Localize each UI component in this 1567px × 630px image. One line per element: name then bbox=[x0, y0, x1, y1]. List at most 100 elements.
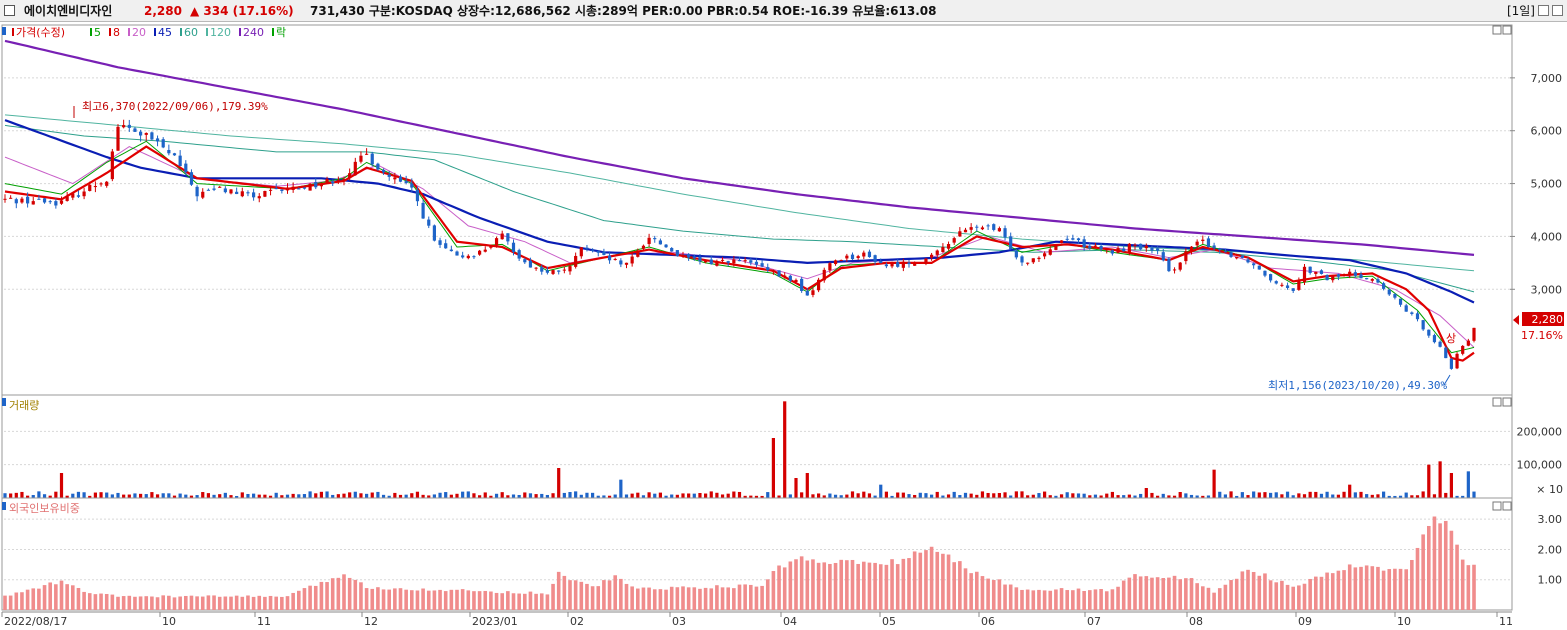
candle-body bbox=[93, 186, 97, 188]
candle-body bbox=[1348, 271, 1352, 276]
volume-bar bbox=[500, 492, 504, 498]
volume-bar bbox=[805, 473, 809, 498]
legend-label: 5 bbox=[94, 26, 101, 39]
title-bar: 에이치엔비디자인 2,280 ▲ 334 (17.16%) 731,430 구분… bbox=[0, 0, 1567, 22]
foreign-bar bbox=[1472, 564, 1476, 610]
foreign-bar bbox=[1427, 525, 1431, 610]
candle-body bbox=[896, 262, 900, 267]
candle-body bbox=[246, 192, 250, 194]
foreign-bar bbox=[946, 554, 951, 610]
foreign-bar bbox=[25, 589, 30, 610]
volume-bar bbox=[246, 493, 250, 498]
foreign-bar bbox=[443, 591, 448, 610]
volume-bar bbox=[1398, 495, 1403, 498]
candle-body bbox=[579, 247, 583, 257]
volume-bar bbox=[867, 493, 872, 498]
volume-bar bbox=[1003, 492, 1007, 498]
candle-body bbox=[1444, 347, 1448, 359]
volume-bar bbox=[788, 494, 792, 498]
price-tick-label: 6,000 bbox=[1531, 125, 1563, 138]
foreign-bar bbox=[1178, 579, 1182, 610]
foreign-bar bbox=[822, 562, 827, 610]
date-tick-label: 10 bbox=[162, 615, 176, 628]
candle-body bbox=[376, 163, 380, 170]
legend-swatch bbox=[272, 28, 274, 36]
volume-bar bbox=[658, 492, 662, 498]
candle-body bbox=[449, 249, 453, 252]
candle-body bbox=[602, 251, 606, 255]
volume-bar bbox=[811, 494, 815, 498]
foreign-handle-icon[interactable] bbox=[2, 502, 6, 510]
candle-body bbox=[274, 188, 278, 190]
volume-bar bbox=[506, 495, 510, 498]
foreign-bar bbox=[234, 595, 239, 610]
period-selector[interactable]: [1일] bbox=[1506, 4, 1535, 18]
foreign-bar bbox=[1449, 530, 1454, 610]
volume-close-icon[interactable] bbox=[1502, 397, 1512, 407]
price-grid bbox=[4, 77, 1510, 290]
candle-body bbox=[867, 251, 872, 258]
volume-bar bbox=[596, 495, 600, 498]
volume-bar bbox=[1291, 495, 1295, 498]
foreign-minimize-icon[interactable] bbox=[1492, 501, 1502, 511]
candle-body bbox=[99, 183, 103, 185]
volume-bar bbox=[404, 494, 408, 498]
candle-body bbox=[709, 259, 713, 265]
volume-bar bbox=[664, 495, 668, 498]
foreign-bar bbox=[297, 590, 301, 610]
candle-body bbox=[500, 233, 504, 240]
foreign-bar bbox=[342, 574, 346, 610]
volume-bar bbox=[393, 492, 397, 498]
candle-body bbox=[613, 258, 617, 260]
select-checkbox[interactable] bbox=[4, 5, 15, 16]
panel-minimize-icon[interactable] bbox=[1492, 25, 1502, 35]
close-icon[interactable] bbox=[1552, 5, 1563, 16]
legend-swatch bbox=[206, 28, 208, 36]
volume-bar bbox=[365, 493, 369, 498]
volume-bar bbox=[325, 491, 329, 498]
foreign-bar bbox=[1438, 523, 1442, 610]
foreign-bar bbox=[1099, 589, 1103, 610]
maximize-icon[interactable] bbox=[1538, 5, 1549, 16]
volume-title: 거래량 bbox=[9, 399, 39, 412]
foreign-bar bbox=[121, 596, 126, 610]
foreign-close-icon[interactable] bbox=[1502, 501, 1512, 511]
volume-bar bbox=[1065, 492, 1069, 498]
foreign-bar bbox=[381, 589, 386, 610]
date-tick-label: 10 bbox=[1397, 615, 1411, 628]
volume-bar bbox=[1404, 492, 1408, 498]
volume-bar bbox=[1009, 495, 1013, 498]
foreign-bar bbox=[161, 595, 165, 610]
foreign-tick-label: 1.00 bbox=[1538, 574, 1563, 587]
foreign-bar bbox=[1347, 564, 1352, 610]
volume-bar bbox=[65, 495, 69, 498]
volume-handle-icon[interactable] bbox=[2, 398, 6, 406]
foreign-bar bbox=[291, 592, 295, 610]
volume-bar bbox=[461, 491, 465, 498]
panel-close-icon[interactable] bbox=[1502, 25, 1512, 35]
volume-minimize-icon[interactable] bbox=[1492, 397, 1502, 407]
candle-body bbox=[150, 132, 154, 140]
date-tick-label: 2023/01 bbox=[472, 615, 518, 628]
foreign-tick-label: 2.00 bbox=[1538, 543, 1563, 556]
candle-body bbox=[1308, 266, 1312, 273]
candle-body bbox=[161, 139, 165, 148]
candle-body bbox=[873, 255, 877, 263]
candle-body bbox=[1461, 345, 1465, 354]
foreign-bar bbox=[217, 596, 222, 610]
foreign-bar bbox=[477, 591, 482, 610]
volume-bar bbox=[1082, 493, 1086, 498]
volume-bar bbox=[1240, 492, 1244, 498]
candle-body bbox=[155, 138, 160, 142]
volume-bar bbox=[1382, 491, 1386, 498]
panel-handle-icon[interactable] bbox=[2, 27, 6, 35]
volume-bar bbox=[1331, 494, 1335, 498]
foreign-bar bbox=[511, 593, 516, 610]
volume-tick-label: 100,000 bbox=[1517, 459, 1563, 472]
volume-bar bbox=[116, 492, 120, 498]
candle-body bbox=[167, 149, 171, 154]
foreign-bar bbox=[336, 577, 341, 610]
foreign-bar bbox=[150, 596, 154, 610]
candle-body bbox=[506, 233, 510, 242]
candle-body bbox=[952, 238, 956, 243]
